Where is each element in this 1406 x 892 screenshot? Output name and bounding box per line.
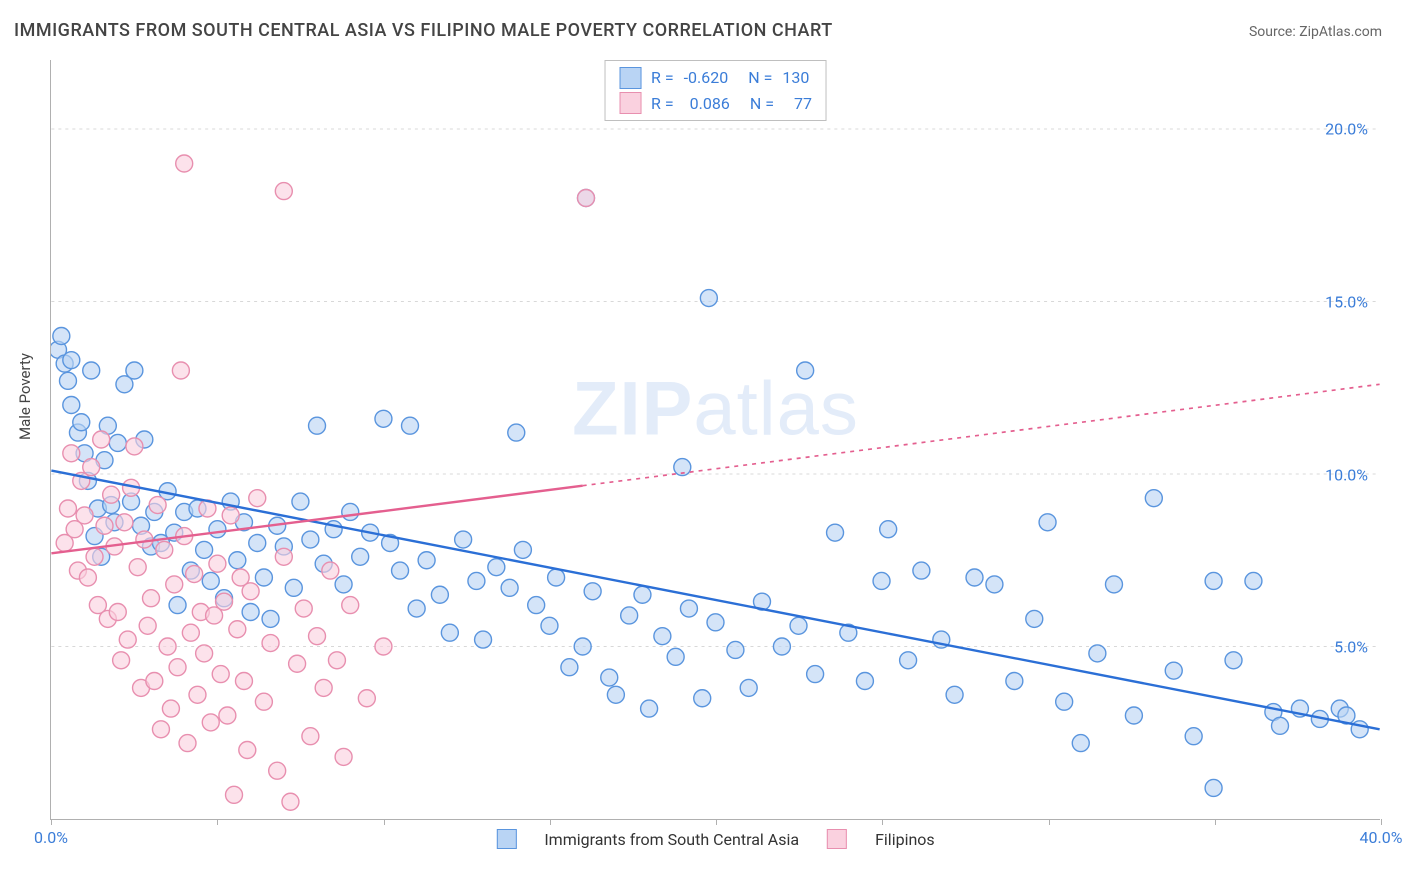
xtick: [1215, 819, 1216, 825]
bottom-swatch-0: [496, 829, 516, 849]
xtick: [384, 819, 385, 825]
series-legend: Immigrants from South Central Asia Filip…: [496, 829, 934, 849]
legend-n-label-1: N =: [750, 91, 774, 117]
ytick-label: 10.0%: [1325, 465, 1368, 484]
legend-swatch-0: [619, 67, 641, 89]
watermark-light: atlas: [693, 367, 859, 452]
xtick: [1049, 819, 1050, 825]
xtick: [716, 819, 717, 825]
source-attribution: Source: ZipAtlas.com: [1249, 24, 1382, 40]
legend-n-value-1: 77: [794, 91, 812, 117]
bottom-label-0: Immigrants from South Central Asia: [544, 830, 799, 849]
ytick-label: 20.0%: [1325, 120, 1368, 139]
legend-row-series-1: R = 0.086 N = 77: [619, 91, 812, 117]
legend-r-value-0: -0.620: [684, 65, 729, 91]
y-axis-label: Male Poverty: [16, 353, 34, 440]
legend-n-value-0: 130: [782, 65, 809, 91]
watermark-text: ZIPatlas: [572, 366, 859, 453]
grid-layer: [51, 60, 1380, 819]
bottom-swatch-1: [827, 829, 847, 849]
ytick-label: 15.0%: [1325, 292, 1368, 311]
legend-swatch-1: [619, 92, 641, 114]
xtick: [51, 819, 52, 825]
legend-r-value-1: 0.086: [690, 91, 730, 117]
source-name: ZipAtlas.com: [1299, 24, 1382, 40]
chart-title: IMMIGRANTS FROM SOUTH CENTRAL ASIA VS FI…: [14, 20, 833, 41]
ytick-label: 5.0%: [1334, 638, 1368, 657]
xtick: [217, 819, 218, 825]
plot-area: ZIPatlas R = -0.620 N = 130 R = 0.086 N …: [50, 60, 1380, 820]
xtick-label: 0.0%: [34, 828, 68, 847]
trendline-layer: [51, 60, 1380, 819]
source-label: Source:: [1249, 24, 1296, 40]
scatter-layer: [51, 60, 1380, 819]
legend-row-series-0: R = -0.620 N = 130: [619, 65, 812, 91]
xtick: [550, 819, 551, 825]
legend-r-label-1: R =: [651, 91, 674, 117]
stats-legend-box: R = -0.620 N = 130 R = 0.086 N = 77: [604, 60, 827, 121]
legend-n-label-0: N =: [748, 65, 772, 91]
legend-r-label-0: R =: [651, 65, 674, 91]
xtick: [1381, 819, 1382, 825]
xtick-label: 40.0%: [1360, 828, 1403, 847]
watermark-bold: ZIP: [572, 367, 693, 452]
bottom-label-1: Filipinos: [875, 830, 935, 849]
xtick: [882, 819, 883, 825]
